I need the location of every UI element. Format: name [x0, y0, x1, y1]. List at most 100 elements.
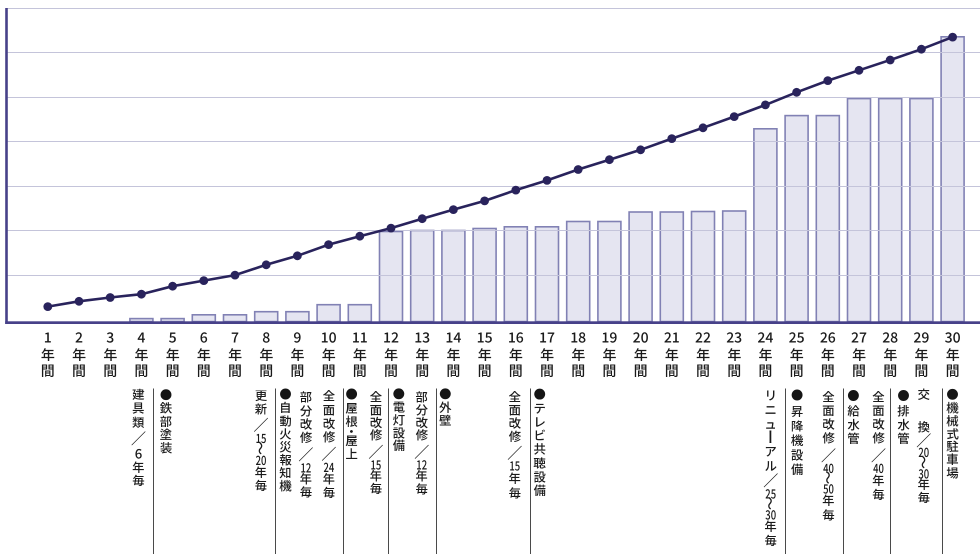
svg-text:年: 年	[914, 345, 928, 365]
svg-text:25: 25	[789, 328, 805, 348]
svg-text:間: 間	[166, 361, 180, 381]
svg-text:年: 年	[134, 345, 148, 365]
svg-text:年: 年	[872, 471, 885, 489]
svg-text:機: 機	[946, 399, 959, 417]
svg-text:21: 21	[664, 328, 680, 348]
svg-text:17: 17	[539, 328, 555, 348]
svg-text:間: 間	[353, 361, 367, 381]
svg-text:設: 設	[534, 467, 547, 485]
svg-text:間: 間	[696, 361, 710, 381]
svg-text:／: ／	[368, 441, 383, 462]
svg-text:間: 間	[758, 361, 772, 381]
svg-text:全: 全	[323, 387, 336, 405]
svg-text:毎: 毎	[416, 480, 428, 498]
svg-text:／: ／	[298, 444, 313, 465]
svg-text:上: 上	[345, 445, 358, 463]
svg-text:毎: 毎	[765, 531, 777, 549]
svg-text:／: ／	[821, 445, 836, 466]
svg-text:毎: 毎	[872, 485, 884, 503]
svg-text:屋: 屋	[345, 398, 357, 416]
svg-text:災: 災	[279, 438, 292, 456]
svg-text:11: 11	[352, 328, 368, 348]
svg-text:年: 年	[323, 470, 336, 488]
svg-text:3: 3	[106, 328, 114, 348]
svg-text:間: 間	[665, 361, 679, 381]
svg-text:年: 年	[255, 463, 268, 481]
svg-text:改: 改	[300, 415, 313, 433]
svg-text:26: 26	[820, 328, 836, 348]
svg-text:／: ／	[253, 415, 268, 436]
svg-text:／: ／	[414, 441, 429, 462]
svg-text:管: 管	[847, 429, 859, 447]
svg-text:改: 改	[872, 415, 885, 433]
svg-text:年: 年	[416, 467, 429, 485]
svg-text:年: 年	[946, 345, 960, 365]
svg-text:5: 5	[169, 328, 177, 348]
svg-text:間: 間	[103, 361, 117, 381]
svg-text:年: 年	[821, 345, 835, 365]
svg-text:鉄: 鉄	[160, 399, 173, 417]
svg-text:・: ・	[345, 422, 357, 440]
svg-text:23: 23	[726, 328, 742, 348]
svg-text:年: 年	[197, 345, 211, 365]
svg-text:レ: レ	[534, 412, 546, 430]
svg-text:外: 外	[438, 398, 451, 416]
svg-text:間: 間	[384, 361, 398, 381]
svg-text:動: 動	[279, 411, 291, 429]
svg-text:年: 年	[852, 345, 866, 365]
svg-text:間: 間	[602, 361, 616, 381]
svg-text:ビ: ビ	[534, 426, 546, 444]
svg-text:年: 年	[166, 345, 180, 365]
svg-text:部: 部	[416, 387, 429, 405]
svg-text:全: 全	[370, 387, 383, 405]
svg-text:25: 25	[765, 484, 776, 503]
svg-text:水: 水	[847, 415, 860, 433]
svg-text:～: ～	[914, 456, 933, 469]
svg-text:～: ～	[252, 442, 271, 455]
svg-text:修: 修	[370, 426, 383, 444]
svg-text:年: 年	[509, 345, 523, 365]
svg-text:間: 間	[946, 361, 960, 381]
svg-text:年: 年	[790, 345, 804, 365]
svg-text:20: 20	[256, 450, 267, 469]
svg-text:換: 換	[918, 417, 930, 435]
svg-text:50: 50	[823, 479, 834, 498]
svg-text:年: 年	[415, 345, 429, 365]
svg-text:械: 械	[946, 412, 958, 430]
svg-text:修: 修	[300, 428, 313, 446]
svg-text:類: 類	[132, 413, 145, 431]
svg-text:修: 修	[509, 427, 522, 445]
svg-text:屋: 屋	[345, 431, 357, 449]
svg-text:分: 分	[300, 401, 313, 419]
svg-text:間: 間	[415, 361, 429, 381]
svg-text:ル: ル	[765, 456, 777, 474]
svg-text:テ: テ	[534, 399, 546, 417]
svg-text:年: 年	[478, 345, 492, 365]
svg-text:部: 部	[300, 387, 313, 405]
svg-text:年: 年	[509, 469, 522, 487]
svg-text:20: 20	[633, 328, 649, 348]
svg-text:面: 面	[822, 401, 834, 419]
svg-text:交: 交	[918, 385, 931, 403]
svg-text:間: 間	[790, 361, 804, 381]
svg-text:新: 新	[255, 400, 268, 418]
svg-text:間: 間	[134, 361, 148, 381]
svg-text:壁: 壁	[439, 411, 451, 429]
svg-text:6: 6	[135, 444, 143, 463]
svg-text:／: ／	[131, 428, 146, 449]
svg-text:～: ～	[761, 497, 780, 510]
svg-text:間: 間	[197, 361, 211, 381]
svg-text:管: 管	[897, 429, 909, 447]
svg-text:間: 間	[322, 361, 336, 381]
svg-text:年: 年	[634, 345, 648, 365]
svg-text:間: 間	[478, 361, 492, 381]
svg-text:修: 修	[822, 428, 835, 446]
svg-text:毎: 毎	[918, 488, 930, 506]
svg-text:年: 年	[300, 470, 313, 488]
svg-text:年: 年	[322, 345, 336, 365]
svg-text:設: 設	[393, 423, 406, 441]
svg-text:～: ～	[819, 471, 838, 484]
svg-text:間: 間	[228, 361, 242, 381]
svg-text:年: 年	[665, 345, 679, 365]
svg-text:年: 年	[446, 345, 460, 365]
